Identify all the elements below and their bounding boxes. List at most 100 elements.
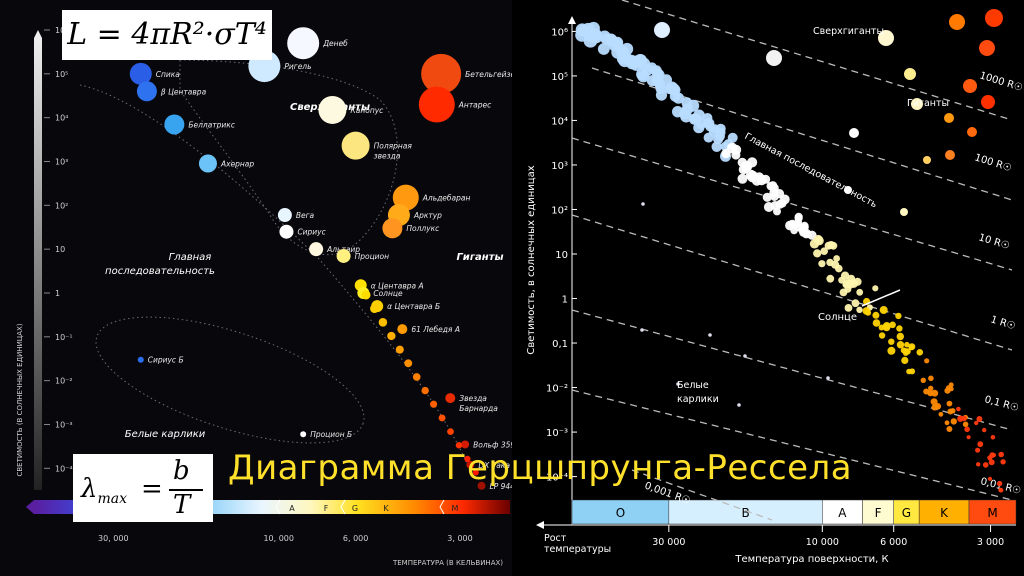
radius-line — [631, 469, 773, 521]
star-marker — [849, 128, 859, 138]
spectral-class-band — [862, 499, 894, 525]
radius-line — [571, 389, 1013, 501]
star-marker — [464, 455, 471, 463]
star-marker — [974, 420, 979, 426]
star-marker — [964, 426, 970, 433]
star-marker — [430, 400, 438, 408]
star-marker — [888, 338, 895, 345]
radius-line-label: 1 R☉ — [989, 314, 1017, 332]
star-marker — [382, 218, 403, 239]
star-marker — [985, 9, 1003, 27]
y-axis-label: Светимость, в солнечных единицах — [526, 165, 537, 354]
star-marker — [923, 156, 931, 164]
star-marker — [946, 426, 953, 432]
star-marker — [412, 373, 421, 381]
star-marker — [404, 359, 413, 368]
spectral-class-band — [968, 499, 1017, 525]
star-marker — [447, 428, 454, 435]
star-marker — [851, 299, 860, 308]
star-marker — [766, 50, 782, 66]
star-marker — [928, 375, 934, 382]
x-tick-label: 30, 000 — [98, 534, 129, 543]
star-label: Арктур — [413, 211, 442, 220]
star-marker — [652, 74, 663, 85]
y-tick-label: 10⁴ — [551, 116, 568, 127]
star-marker — [654, 22, 670, 38]
spectral-divider — [439, 499, 445, 515]
white-dwarf-marker — [737, 403, 741, 407]
star-marker — [472, 469, 479, 476]
white-dwarf-marker — [826, 376, 830, 380]
star-marker — [976, 462, 981, 467]
star-label: Канопус — [350, 106, 384, 115]
star-marker — [370, 304, 379, 314]
radius-line-label: 100 R☉ — [973, 152, 1013, 174]
region-label: Сверхгиганты — [813, 26, 884, 37]
star-marker — [421, 53, 462, 94]
star-marker — [962, 421, 969, 428]
star-marker — [835, 264, 843, 273]
star-marker — [703, 118, 715, 129]
star-marker — [800, 221, 809, 230]
star-marker — [887, 346, 896, 355]
star-marker — [477, 481, 486, 490]
star-marker — [762, 192, 772, 202]
star-label: α Центавра А — [371, 281, 424, 290]
y-tick-label: 10⁻² — [55, 377, 73, 386]
star-label: Денеб — [322, 39, 348, 48]
y-tick-label: 1 — [55, 289, 60, 298]
star-marker — [833, 255, 840, 262]
y-tick-label: 10³ — [551, 161, 568, 172]
star-marker — [395, 345, 404, 354]
star-marker — [879, 306, 888, 314]
star-marker — [900, 208, 908, 216]
star-marker — [438, 414, 446, 422]
star-label: LP 944-020 — [490, 482, 512, 491]
star-marker — [711, 141, 722, 152]
star-marker — [904, 348, 911, 355]
spectral-class-band — [822, 499, 863, 525]
region-label: Гиганты — [907, 98, 949, 109]
y-axis-label: СВЕТИМОСТЬ (В СОЛНЕЧНЫХ ЕДИНИЦАХ) — [16, 323, 24, 476]
y-tick-label: 10 — [555, 250, 568, 261]
x-tick-label: 6 000 — [880, 537, 907, 548]
star-marker — [279, 224, 294, 239]
y-tick-label: 10⁻¹ — [55, 333, 73, 342]
star-marker — [982, 462, 989, 468]
star-marker — [990, 435, 996, 440]
star-marker — [336, 248, 351, 263]
hr-diagram-right-panel: 10⁶ 10⁵ 10⁴ 10³ 10² 10 1 0,1 10⁻² 10⁻³ 10⁻⁴ Светимо… — [512, 0, 1024, 576]
y-tick-label: 10⁻⁴ — [55, 464, 73, 473]
star-marker — [693, 122, 705, 134]
y-tick-label: 10⁶ — [55, 26, 68, 35]
y-tick-label: 1 — [562, 295, 568, 306]
star-marker — [896, 332, 904, 341]
radius-line-label: 10 R☉ — [977, 232, 1011, 252]
star-marker — [896, 341, 905, 349]
star-marker — [950, 408, 956, 414]
star-marker — [856, 288, 864, 296]
spectral-divider — [275, 499, 281, 515]
star-marker — [882, 322, 891, 330]
star-marker — [878, 332, 886, 339]
y-tick-label: 10⁵ — [551, 72, 568, 83]
star-label: α Центавра Б — [387, 302, 440, 311]
spectral-class-label: K — [940, 506, 949, 520]
region-label: Главная — [169, 252, 212, 263]
region-label: Белые карлики — [125, 429, 206, 440]
star-marker — [945, 150, 955, 160]
y-tick-label: 10⁴ — [55, 114, 68, 123]
star-marker — [927, 390, 934, 397]
star-marker — [920, 377, 926, 383]
x-tick-label: 10 000 — [806, 537, 839, 548]
star-marker — [865, 309, 872, 316]
star-label: Поллукс — [406, 224, 440, 233]
star-marker — [904, 68, 916, 80]
star-label: Сириус — [297, 228, 326, 237]
spectral-class-label: K — [383, 504, 389, 513]
y-tick-label: 10 — [55, 245, 65, 254]
y-tick-label: 10³ — [55, 157, 68, 166]
radius-line — [571, 214, 1013, 351]
star-marker — [987, 476, 993, 481]
white-dwarf-marker — [641, 202, 645, 206]
